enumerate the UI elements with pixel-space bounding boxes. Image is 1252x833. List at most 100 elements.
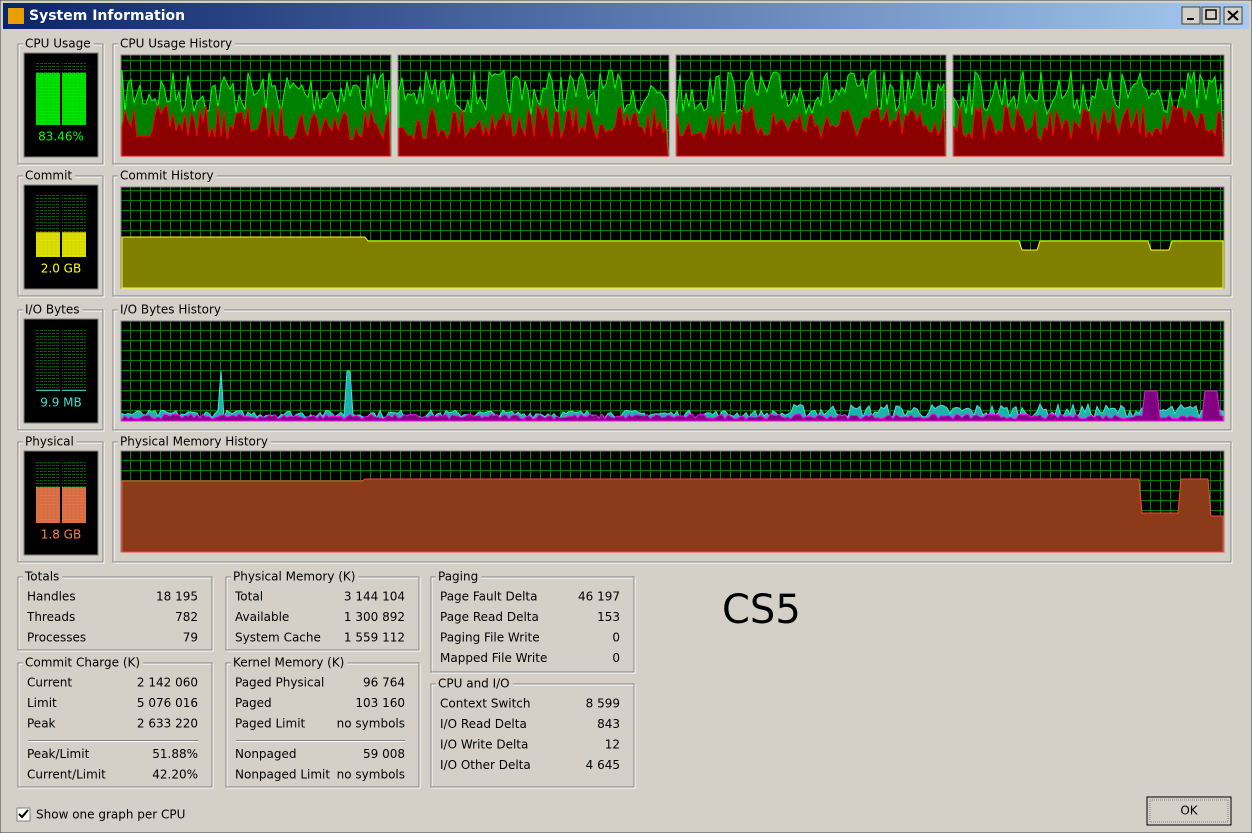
- stat-value: 51.88%: [152, 747, 198, 761]
- stat-value: 42.20%: [152, 768, 198, 782]
- meter-label-bg: [23, 37, 94, 51]
- stat-value: 1 300 892: [344, 610, 405, 624]
- window-title: System Information: [29, 8, 185, 24]
- stat-label: Page Fault Delta: [440, 590, 538, 604]
- meter-title: I/O Bytes: [25, 303, 80, 317]
- checkbox-label[interactable]: Show one graph per CPU: [36, 808, 185, 822]
- cpu-kernel-graph: [121, 103, 391, 157]
- stat-value: 18 195: [156, 590, 198, 604]
- app-icon: [8, 8, 24, 24]
- history-frame: [113, 310, 1233, 432]
- stat-label: Mapped File Write: [440, 651, 547, 665]
- stats-group-label-bg: [231, 656, 348, 670]
- stat-value: 4 645: [586, 758, 620, 772]
- commit-graph: [121, 236, 1224, 289]
- stat-value: 46 197: [578, 590, 620, 604]
- stats-group-label-bg: [436, 570, 482, 584]
- stat-label: Context Switch: [440, 697, 531, 711]
- stats-group-title: Kernel Memory (K): [233, 656, 344, 670]
- meter-value: 83.46%: [38, 130, 84, 144]
- history-frame: [112, 441, 1232, 563]
- stats-group-title: Physical Memory (K): [233, 570, 355, 584]
- stat-value: 153: [597, 610, 620, 624]
- stat-label: Peak: [27, 717, 56, 731]
- history-title: Commit History: [120, 169, 214, 183]
- stat-value: no symbols: [337, 717, 405, 731]
- stat-label: Total: [234, 590, 263, 604]
- stats-group-frame: [17, 576, 213, 651]
- stat-value: 79: [183, 631, 198, 645]
- meter-value: 9.9 MB: [40, 396, 81, 410]
- stat-value: 59 008: [363, 747, 405, 761]
- stat-value: 3 144 104: [344, 590, 405, 604]
- history-title: CPU Usage History: [120, 37, 232, 51]
- close-button[interactable]: [1223, 6, 1243, 25]
- stat-value: 843: [597, 717, 620, 731]
- stat-value: 0: [612, 651, 620, 665]
- stat-value: 2 633 220: [137, 717, 198, 731]
- title-bar: [3, 3, 1249, 29]
- maximize-button[interactable]: [1201, 6, 1221, 25]
- stat-label: Nonpaged Limit: [235, 768, 330, 782]
- stat-label: System Cache: [235, 631, 321, 645]
- meter-value: 2.0 GB: [41, 262, 81, 276]
- checkbox[interactable]: [16, 807, 31, 822]
- stat-value: 96 764: [363, 676, 405, 690]
- meter-label-bg: [23, 169, 76, 183]
- minimize-button[interactable]: [1181, 6, 1201, 25]
- cpu-kernel-graph: [398, 103, 669, 157]
- watermark: CS5: [722, 587, 801, 633]
- io-write-graph: [121, 390, 1224, 422]
- stat-label: Current/Limit: [27, 768, 106, 782]
- stat-label: I/O Write Delta: [440, 738, 528, 752]
- stats-group-title: Paging: [438, 570, 478, 584]
- history-title: I/O Bytes History: [120, 303, 221, 317]
- stats-group-title: Commit Charge (K): [25, 656, 140, 670]
- stats-group-title: CPU and I/O: [438, 677, 510, 691]
- stat-label: Nonpaged: [235, 747, 297, 761]
- stat-value: 1 559 112: [344, 631, 405, 645]
- stats-group-label-bg: [23, 656, 144, 670]
- stats-group-title: Totals: [24, 570, 59, 584]
- stat-label: Paged: [235, 696, 272, 710]
- stat-label: I/O Other Delta: [440, 758, 531, 772]
- stat-label: I/O Read Delta: [440, 717, 527, 731]
- history-frame: [112, 43, 1232, 165]
- stat-value: 5 076 016: [137, 696, 198, 710]
- stat-value: 103 160: [355, 696, 405, 710]
- stats-group-frame: [431, 684, 636, 789]
- meter-title: Commit: [25, 169, 72, 183]
- meter-title: CPU Usage: [25, 37, 91, 51]
- ok-button[interactable]: [1146, 796, 1232, 826]
- history-frame: [113, 442, 1233, 564]
- history-frame: [113, 44, 1233, 166]
- history-frame: [112, 175, 1232, 297]
- meter-label-bg: [23, 435, 77, 449]
- meter-label-bg: [23, 303, 83, 317]
- stat-label: Processes: [27, 631, 86, 645]
- stats-group-label-bg: [436, 677, 513, 691]
- stat-label: Threads: [26, 610, 75, 624]
- stat-label: Available: [235, 610, 289, 624]
- stats-group-frame: [431, 577, 636, 674]
- stats-group-frame: [430, 576, 635, 673]
- stat-label: Peak/Limit: [27, 747, 90, 761]
- stat-value: 8 599: [586, 697, 620, 711]
- history-frame: [112, 309, 1232, 431]
- history-label-bg: [118, 435, 271, 449]
- stat-label: Current: [27, 676, 72, 690]
- history-frame: [113, 176, 1233, 298]
- cpu-kernel-graph: [676, 104, 946, 157]
- stat-label: Page Read Delta: [440, 610, 539, 624]
- stat-value: no symbols: [337, 768, 405, 782]
- physical-graph: [121, 478, 1224, 553]
- stat-value: 2 142 060: [137, 676, 198, 690]
- stats-group-frame: [430, 683, 635, 788]
- stats-group-label-bg: [23, 570, 63, 584]
- stats-group-label-bg: [231, 570, 359, 584]
- stat-value: 12: [605, 738, 620, 752]
- history-title: Physical Memory History: [120, 435, 268, 449]
- ok-label[interactable]: OK: [1180, 804, 1198, 818]
- meter-title: Physical: [25, 435, 74, 449]
- stats-group-frame: [18, 577, 214, 652]
